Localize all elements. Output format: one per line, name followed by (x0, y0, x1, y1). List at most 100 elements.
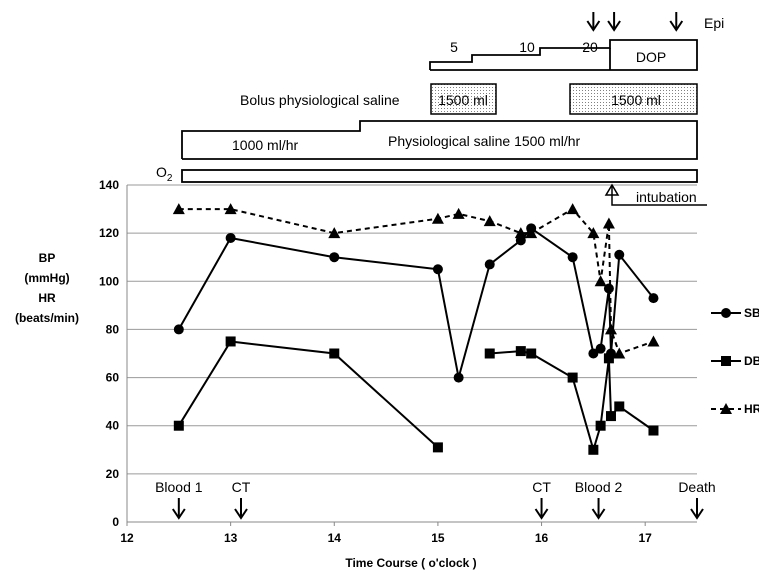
point-HR-15.2-128 (452, 207, 465, 219)
svg-text:HR: HR (38, 291, 56, 305)
point-SB-15.5-107 (484, 259, 495, 270)
event-arrow-0 (171, 498, 186, 520)
line-SB-0 (177, 226, 655, 378)
point-SB-12.5-80 (173, 324, 184, 335)
saline-label: Physiological saline 1500 ml/hr (388, 133, 581, 149)
x-tick-16: 16 (535, 531, 549, 545)
x-axis-title: Time Course ( o'clock ) (345, 556, 476, 570)
point-DB-13-75 (225, 336, 236, 347)
point-HR-15.8-120 (514, 227, 527, 239)
point-DB-15.9-70 (526, 348, 537, 359)
event-arrow-3 (591, 498, 606, 520)
event-arrow-2 (534, 498, 549, 520)
x-tick-13: 13 (224, 531, 238, 545)
event-label-1: CT (232, 479, 251, 495)
point-SB-17.08-93 (648, 293, 659, 304)
epi-label: Epi (704, 15, 724, 31)
treatment-timeline: Epi 5 10 20 DOP Bolus physiological sali… (156, 12, 724, 206)
legend-label-HR: HR (744, 402, 759, 416)
point-HR-16.57-100 (594, 275, 607, 287)
x-tick-14: 14 (328, 531, 342, 545)
saline-rate-1: 1000 ml/hr (232, 137, 298, 153)
event-arrow-2-head (534, 508, 549, 520)
point-DB-17.08-38 (648, 425, 659, 436)
series-DB (173, 336, 659, 455)
point-DB-15.8-71 (515, 346, 526, 357)
point-HR-16.67-80 (604, 323, 617, 335)
point-HR-14-120 (328, 227, 341, 239)
intubation-arrowhead (604, 183, 620, 196)
axes (126, 185, 697, 523)
point-HR-15-126 (431, 212, 444, 224)
y-tick-80: 80 (106, 322, 120, 336)
epi-arrow-1 (607, 12, 621, 32)
o2-label: O2 (156, 164, 173, 184)
dop-step-5: 5 (450, 39, 458, 55)
x-tick-15: 15 (431, 531, 445, 545)
y-tick-20: 20 (106, 467, 120, 481)
y-tick-labels: 0 20 40 60 80 100 120 140 (99, 178, 119, 529)
grid-lines (127, 184, 697, 475)
event-label-4: Death (678, 479, 715, 495)
point-DB-16.57-40 (595, 420, 606, 431)
point-DB-16.3-60 (567, 372, 578, 383)
event-arrow-4-head (690, 508, 704, 520)
point-SB-16.57-72 (595, 343, 606, 354)
svg-text:(beats/min): (beats/min) (15, 311, 79, 325)
point-HR-16.65-124 (602, 217, 615, 229)
point-SB-16.3-110 (567, 252, 578, 263)
x-tick-17: 17 (639, 531, 653, 545)
line-DB-1 (489, 350, 655, 454)
bolus-label: Bolus physiological saline (240, 92, 400, 108)
event-arrow-1-head (234, 508, 248, 520)
point-DB-16.5-30 (588, 444, 599, 455)
y-tick-140: 140 (99, 178, 119, 192)
saline-infusion (181, 120, 698, 160)
event-markers: Blood 1 CT CT Blood 2 Death (155, 479, 716, 520)
point-HR-15.5-125 (483, 215, 496, 227)
y-tick-120: 120 (99, 226, 119, 240)
bolus-box-2 (569, 83, 698, 115)
bolus-2-label: 1500 ml (611, 92, 661, 108)
legend-marker-SB (721, 308, 731, 318)
point-HR-17.08-75 (647, 335, 660, 347)
legend-label-DB: DB (744, 354, 759, 368)
event-arrow-0-head (171, 508, 186, 520)
x-tick-labels: 12 13 14 15 16 17 (120, 522, 652, 545)
epi-arrow-2-head (669, 20, 684, 32)
epi-arrows (586, 12, 684, 32)
point-DB-16.75-48 (614, 401, 625, 412)
epi-arrow-2 (669, 12, 684, 32)
event-arrow-3-head (591, 508, 606, 520)
line-HR-0 (178, 207, 654, 355)
dop-label: DOP (636, 49, 666, 65)
point-HR-16.3-130 (566, 203, 579, 215)
point-HR-16.5-120 (587, 227, 600, 239)
point-SB-15-105 (432, 264, 443, 275)
o2-bar (181, 169, 698, 183)
point-HR-16.75-70 (613, 347, 626, 359)
point-HR-15.9-120 (525, 227, 538, 239)
intubation-label: intubation (636, 189, 697, 205)
svg-text:(mmHg): (mmHg) (24, 271, 69, 285)
data-series (172, 203, 660, 455)
dop-step-10: 10 (519, 39, 535, 55)
line-DB-0 (177, 340, 439, 449)
point-DB-14-70 (329, 348, 340, 359)
point-HR-12.5-130 (172, 203, 185, 215)
event-arrow-1 (234, 498, 248, 520)
point-SB-15.2-60 (453, 372, 464, 383)
dop-step-20: 20 (582, 39, 598, 55)
epi-arrow-0 (586, 12, 601, 32)
y-tick-40: 40 (106, 419, 120, 433)
svg-text:BP: BP (39, 251, 56, 265)
event-label-2: CT (532, 479, 551, 495)
event-label-0: Blood 1 (155, 479, 203, 495)
point-DB-16.67-44 (605, 411, 616, 422)
point-DB-16.65-68 (603, 353, 614, 364)
point-SB-13-118 (225, 232, 236, 243)
y-tick-100: 100 (99, 274, 119, 288)
y-tick-0: 0 (112, 515, 119, 529)
x-tick-12: 12 (120, 531, 134, 545)
